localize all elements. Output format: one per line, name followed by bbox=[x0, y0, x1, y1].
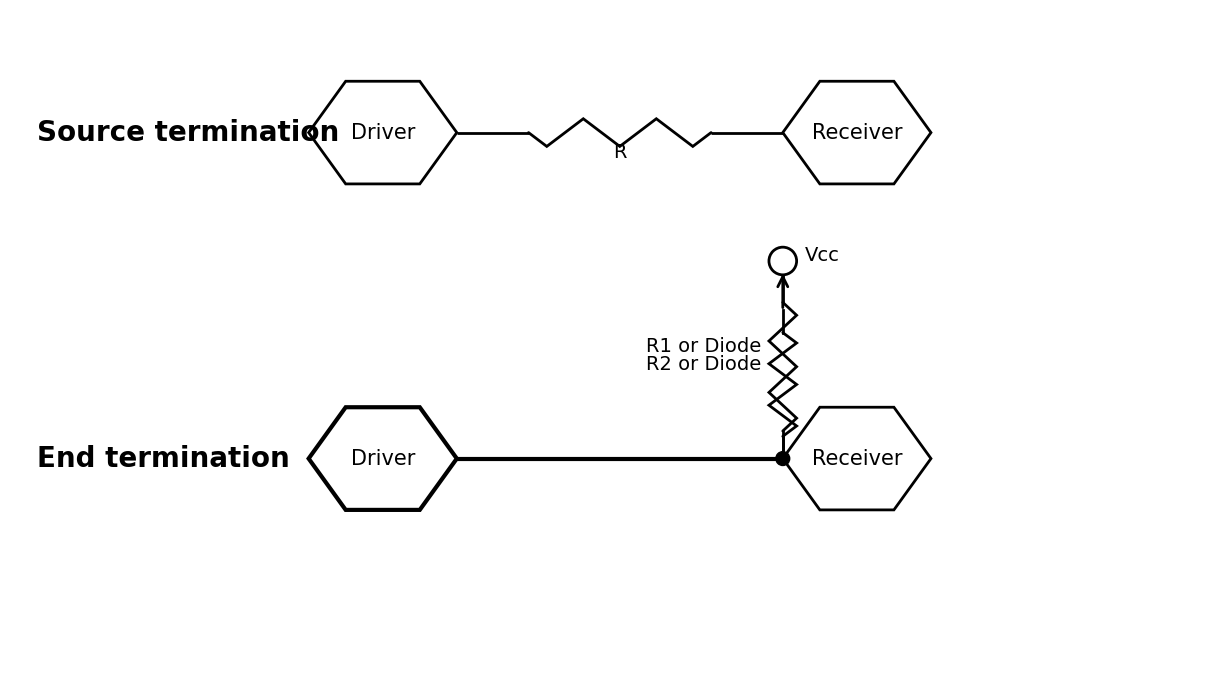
Text: Vcc: Vcc bbox=[805, 246, 839, 265]
Text: Receiver: Receiver bbox=[811, 122, 902, 142]
Text: R2 or Diode: R2 or Diode bbox=[646, 355, 762, 374]
Text: End termination: End termination bbox=[37, 445, 290, 473]
Circle shape bbox=[776, 451, 789, 466]
Text: Source termination: Source termination bbox=[37, 118, 339, 146]
Text: Driver: Driver bbox=[350, 122, 415, 142]
Text: Receiver: Receiver bbox=[811, 449, 902, 469]
Text: R1 or Diode: R1 or Diode bbox=[646, 337, 762, 356]
Text: R: R bbox=[613, 143, 626, 162]
Text: Driver: Driver bbox=[350, 449, 415, 469]
